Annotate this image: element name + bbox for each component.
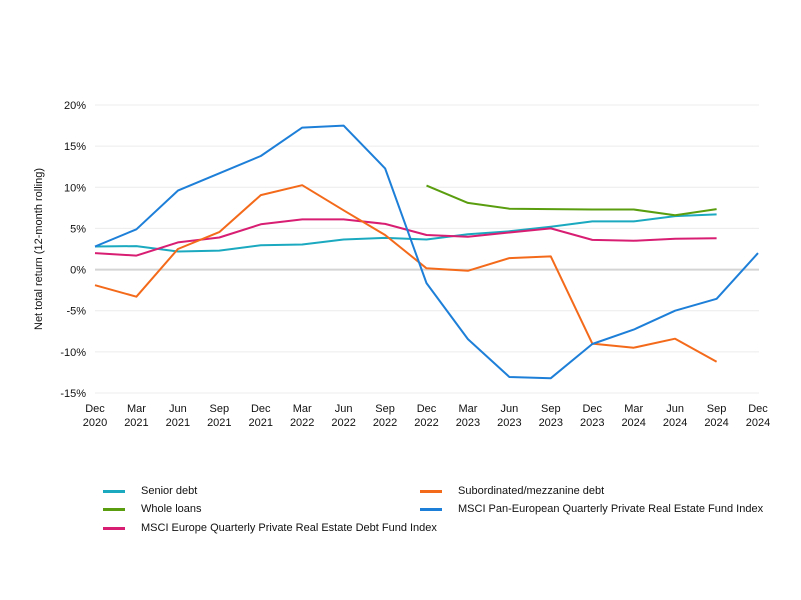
x-axis-ticks: Dec 2020 Mar 2021 Jun 2021 Sep 2021 Dec 2021 Mar 20… <box>83 403 770 429</box>
x-tick-label: Dec 2020 <box>83 403 107 429</box>
series-line-subordinated-mezzanine-debt <box>94 184 718 363</box>
x-tick-label: Mar 2023 <box>456 403 480 429</box>
series-lines <box>94 124 759 380</box>
x-tick-label: Jun 2022 <box>331 403 355 429</box>
y-axis-label: Net total return (12-month rolling) <box>33 168 45 330</box>
y-tick-label: 0% <box>70 265 86 277</box>
x-tick-label: Sep 2023 <box>539 403 563 429</box>
x-tick-label: Mar 2021 <box>124 403 148 429</box>
x-tick-label: Sep 2021 <box>207 403 231 429</box>
series-line-whole-loans <box>426 184 717 217</box>
y-tick-label: -5% <box>66 306 86 318</box>
y-tick-label: 20% <box>64 100 86 112</box>
x-tick-label: Dec 2022 <box>414 403 438 429</box>
x-tick-label: Jun 2024 <box>663 403 687 429</box>
y-tick-label: -10% <box>60 347 86 359</box>
series-line-msci-pan-european-quarterly-private-real-estate-fund-index <box>94 124 759 380</box>
x-tick-label: Jun 2021 <box>166 403 190 429</box>
x-tick-label: Mar 2022 <box>290 403 314 429</box>
x-tick-label: Sep 2024 <box>704 403 728 429</box>
y-tick-label: 15% <box>64 141 86 153</box>
x-tick-label: Dec 2021 <box>249 403 273 429</box>
x-tick-label: Jun 2023 <box>497 403 521 429</box>
y-tick-label: -15% <box>60 388 86 400</box>
gridlines <box>95 104 759 394</box>
x-tick-label: Sep 2022 <box>373 403 397 429</box>
series-line-senior-debt <box>94 213 717 253</box>
x-tick-label: Dec 2023 <box>580 403 604 429</box>
x-tick-label: Mar 2024 <box>621 403 645 429</box>
y-axis-ticks: 20% 15% 10% 5% 0% -5% -10% -15% <box>60 100 86 400</box>
y-tick-label: 10% <box>64 182 86 194</box>
x-tick-label: Dec 2024 <box>746 403 770 429</box>
y-tick-label: 5% <box>70 223 86 235</box>
